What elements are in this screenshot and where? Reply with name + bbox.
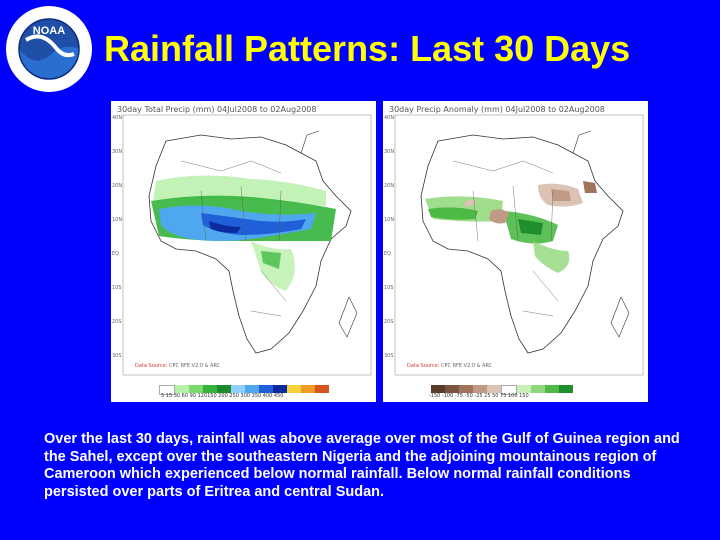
lat-tick: 20N bbox=[112, 183, 123, 189]
source-prefix: Data Source: bbox=[407, 363, 440, 369]
lat-tick: 30N bbox=[112, 149, 123, 155]
data-source-note: Data Source: CPC RFE V2.0 & ARC bbox=[407, 363, 492, 369]
total-precip-map: 30day Total Precip (mm) 04Jul2008 to 02A… bbox=[111, 101, 376, 402]
legend-swatch bbox=[287, 385, 301, 393]
lat-tick: EQ bbox=[112, 251, 120, 257]
legend-swatch bbox=[175, 385, 189, 393]
lat-tick: 30N bbox=[384, 149, 395, 155]
lat-tick: 30S bbox=[112, 353, 122, 359]
legend-swatch bbox=[459, 385, 473, 393]
legend-swatch bbox=[259, 385, 273, 393]
legend-swatch bbox=[315, 385, 329, 393]
map-title: 30day Precip Anomaly (mm) 04Jul2008 to 0… bbox=[389, 105, 605, 114]
legend-swatch bbox=[545, 385, 559, 393]
lat-tick: 20S bbox=[384, 319, 394, 325]
legend-swatch bbox=[273, 385, 287, 393]
caption-text: Over the last 30 days, rainfall was abov… bbox=[44, 431, 680, 500]
legend-swatch bbox=[203, 385, 217, 393]
precip-anomaly-map: 30day Precip Anomaly (mm) 04Jul2008 to 0… bbox=[383, 101, 648, 402]
legend-swatch bbox=[245, 385, 259, 393]
lat-tick: 30S bbox=[384, 353, 394, 359]
legend-swatch bbox=[159, 385, 175, 395]
legend-swatch bbox=[445, 385, 459, 393]
legend-swatch bbox=[559, 385, 573, 393]
legend-swatch bbox=[189, 385, 203, 393]
lat-tick: EQ bbox=[384, 251, 392, 257]
legend-swatch bbox=[531, 385, 545, 393]
page-title: Rainfall Patterns: Last 30 Days bbox=[104, 28, 631, 69]
africa-precip-graphic bbox=[122, 114, 372, 376]
lat-tick: 40N bbox=[384, 115, 395, 121]
lat-tick: 10N bbox=[112, 217, 123, 223]
lat-tick: 40N bbox=[112, 115, 123, 121]
source-text: CPC RFE V2.0 & ARC bbox=[168, 363, 221, 369]
legend-swatch bbox=[231, 385, 245, 393]
lat-tick: 20N bbox=[384, 183, 395, 189]
legend-swatch bbox=[517, 385, 531, 393]
lat-tick: 10N bbox=[384, 217, 395, 223]
source-prefix: Data Source: bbox=[135, 363, 168, 369]
legend-swatch bbox=[217, 385, 231, 393]
legend-swatch bbox=[501, 385, 517, 395]
legend-swatch bbox=[301, 385, 315, 393]
legend-swatch bbox=[431, 385, 445, 393]
precip-legend-bar bbox=[159, 385, 329, 395]
precip-legend-labels: 5 15 30 60 90 120150 200 250 300 350 400… bbox=[161, 393, 284, 399]
noaa-logo: NOAA bbox=[4, 4, 94, 94]
africa-anomaly-graphic bbox=[394, 114, 644, 376]
source-text: CPC RFE V2.0 & ARC bbox=[440, 363, 493, 369]
logo-text: NOAA bbox=[33, 25, 65, 37]
anomaly-legend-bar bbox=[431, 385, 573, 395]
lat-tick: 10S bbox=[112, 285, 122, 291]
lat-tick: 20S bbox=[112, 319, 122, 325]
legend-swatch bbox=[487, 385, 501, 393]
data-source-note: Data Source: CPC RFE V2.0 & ARC bbox=[135, 363, 220, 369]
map-title: 30day Total Precip (mm) 04Jul2008 to 02A… bbox=[117, 105, 317, 114]
legend-swatch bbox=[473, 385, 487, 393]
anomaly-legend-labels: -150 -100 -75 -50 -25 25 50 75 100 150 bbox=[429, 393, 529, 399]
lat-tick: 10S bbox=[384, 285, 394, 291]
